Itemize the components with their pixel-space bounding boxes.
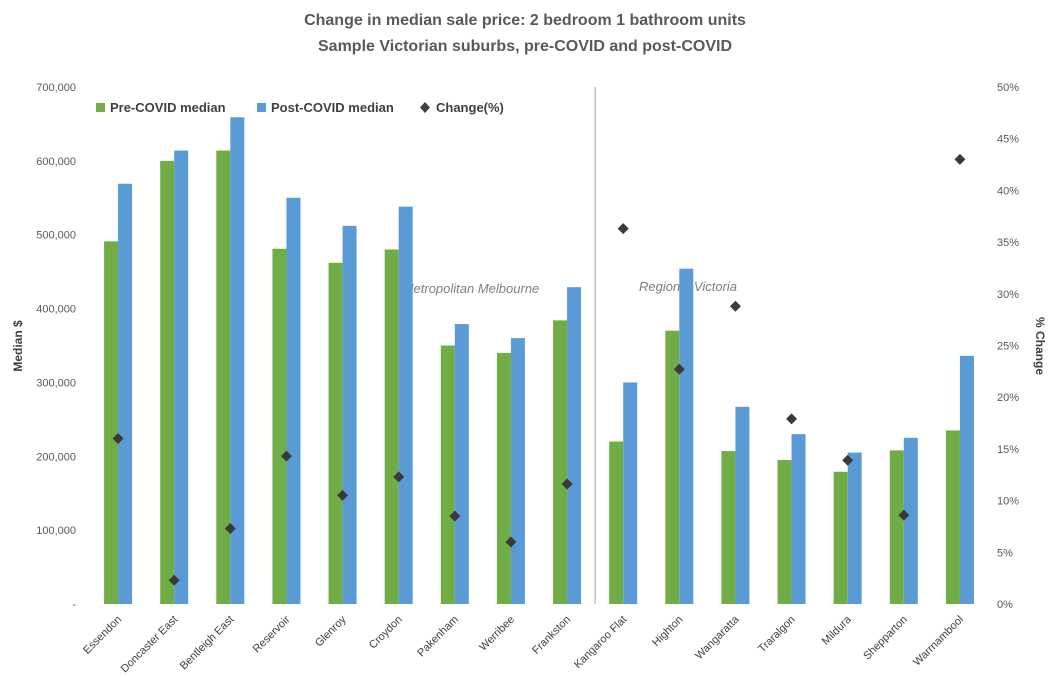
bar-pre-covid <box>721 451 736 604</box>
bar-post-covid <box>791 434 806 604</box>
change-point <box>280 450 292 462</box>
x-tick-label: Doncaster East <box>119 614 181 676</box>
change-point <box>337 489 349 501</box>
bar-post-covid <box>510 338 525 604</box>
bar-post-covid <box>230 117 245 604</box>
x-tick-label: Glenroy <box>313 613 349 649</box>
bar-pre-covid <box>440 345 455 604</box>
bar-post-covid <box>903 437 918 604</box>
x-tick-label: Pakenham <box>415 614 461 660</box>
chart-title: Change in median sale price: 2 bedroom 1… <box>304 12 746 29</box>
bar-post-covid <box>342 225 357 604</box>
plot-area: - 100,000 200,000 300,000 400,000 500,000 600,… <box>36 82 1019 675</box>
legend-label-change: Change(%) <box>436 100 504 115</box>
x-tick-label: Shepparton <box>861 614 910 663</box>
y2-tick-label: 20% <box>997 392 1019 404</box>
legend-swatch-pre <box>96 103 105 112</box>
bar-post-covid <box>398 206 413 605</box>
bar-pre-covid <box>384 249 399 604</box>
y-tick-label: - <box>72 599 76 611</box>
bar-pre-covid <box>665 330 680 604</box>
legend: Pre-COVID median Post-COVID median Chang… <box>96 100 504 115</box>
y2-tick-label: 30% <box>997 289 1019 301</box>
bar-post-covid <box>959 355 974 604</box>
y2-tick-label: 0% <box>997 599 1013 611</box>
change-point <box>449 510 461 522</box>
y-tick-label: 200,000 <box>36 451 76 463</box>
bar-pre-covid <box>216 150 231 604</box>
y2-tick-label: 15% <box>997 444 1019 456</box>
x-tick-label: Traralgon <box>756 614 797 655</box>
bar-post-covid <box>847 452 862 604</box>
y2-tick-label: 45% <box>997 134 1019 146</box>
change-point <box>112 433 124 445</box>
x-tick-label: Wangaratta <box>693 613 742 662</box>
bar-post-covid <box>118 183 133 604</box>
legend-label-pre: Pre-COVID median <box>110 100 226 115</box>
x-tick-label: Reservoir <box>251 613 293 655</box>
bar-pre-covid <box>889 450 904 604</box>
y2-tick-label: 10% <box>997 496 1019 508</box>
x-tick-label: Mildura <box>820 613 855 648</box>
bar-pre-covid <box>833 471 848 604</box>
x-tick-label: Highton <box>650 614 685 649</box>
bar-post-covid <box>623 382 638 604</box>
bar-pre-covid <box>104 241 119 604</box>
x-tick-label: Kangaroo Flat <box>572 614 629 671</box>
x-tick-label: Warrnambool <box>911 614 966 669</box>
x-tick-label: Essendon <box>81 614 124 657</box>
change-point <box>898 509 910 521</box>
bar-post-covid <box>735 406 750 604</box>
y2-axis-label: % Change <box>1033 317 1047 375</box>
change-point <box>954 153 966 165</box>
bar-pre-covid <box>945 430 960 604</box>
y2-tick-label: 50% <box>997 82 1019 94</box>
change-point <box>842 454 854 466</box>
x-tick-label: Croydon <box>367 614 405 652</box>
y-tick-label: 600,000 <box>36 156 76 168</box>
y2-tick-label: 35% <box>997 237 1019 249</box>
bar-post-covid <box>174 150 189 604</box>
legend-label-post: Post-COVID median <box>271 100 394 115</box>
bar-post-covid <box>454 324 469 604</box>
y-tick-label: 400,000 <box>36 304 76 316</box>
y-tick-label: 700,000 <box>36 82 76 94</box>
change-point <box>786 413 798 425</box>
bar-pre-covid <box>272 248 287 605</box>
x-tick-label: Bentleigh East <box>178 614 237 673</box>
y2-tick-label: 40% <box>997 185 1019 197</box>
y2-tick-label: 5% <box>997 547 1013 559</box>
chart-subtitle: Sample Victorian suburbs, pre-COVID and … <box>318 38 732 55</box>
bar-pre-covid <box>160 160 175 604</box>
change-point <box>393 471 405 483</box>
change-point <box>561 478 573 490</box>
change-point <box>224 523 236 535</box>
change-point <box>168 574 180 586</box>
change-point <box>673 363 685 375</box>
bar-post-covid <box>567 287 582 604</box>
x-tick-label: Frankston <box>530 614 573 657</box>
bar-pre-covid <box>328 262 343 604</box>
y2-tick-label: 25% <box>997 341 1019 353</box>
bar-post-covid <box>679 268 694 604</box>
bar-pre-covid <box>553 320 568 604</box>
bar-pre-covid <box>777 459 792 604</box>
bar-post-covid <box>286 197 301 605</box>
legend-swatch-post <box>257 103 266 112</box>
change-point <box>505 536 517 548</box>
bar-pre-covid <box>609 441 624 604</box>
y-tick-label: 500,000 <box>36 230 76 242</box>
region-label-metro: Metropolitan Melbourne <box>403 281 540 296</box>
change-point <box>617 223 629 235</box>
y-tick-label: 100,000 <box>36 525 76 537</box>
bar-pre-covid <box>496 352 511 604</box>
x-tick-label: Werribee <box>477 614 517 654</box>
y-tick-label: 300,000 <box>36 377 76 389</box>
change-point <box>729 300 741 312</box>
legend-marker-change <box>420 102 430 113</box>
y-axis-label: Median $ <box>11 320 25 372</box>
